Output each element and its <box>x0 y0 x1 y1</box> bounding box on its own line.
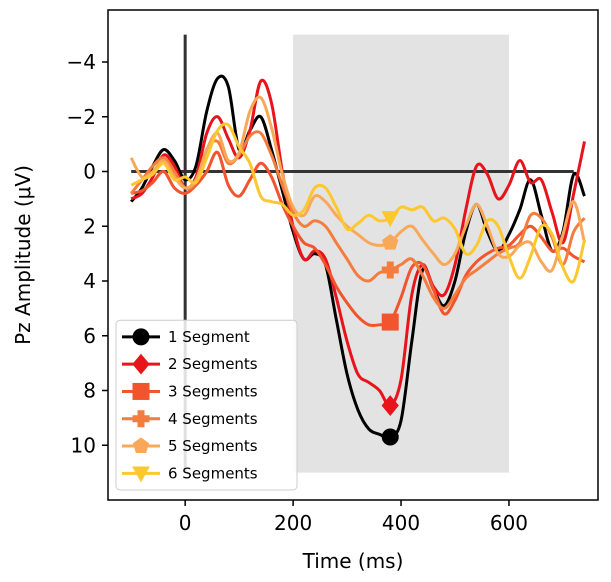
marker <box>381 395 399 416</box>
series-line <box>130 122 586 284</box>
legend-marker <box>132 353 150 375</box>
y-tick-label: 2 <box>83 214 96 238</box>
legend-marker <box>132 410 150 428</box>
legend-label: 3 Segments <box>168 382 258 400</box>
x-axis-label: Time (ms) <box>302 549 404 573</box>
y-tick-label: 8 <box>83 379 96 403</box>
marker <box>381 211 400 228</box>
y-tick-label: 0 <box>83 160 96 184</box>
y-axis-label: Pz Amplitude (μV) <box>11 165 35 345</box>
y-tick-label: 6 <box>83 324 96 348</box>
series-line <box>130 74 586 440</box>
shaded-window <box>293 34 509 473</box>
marker <box>381 261 399 279</box>
x-tick-label: 200 <box>274 511 312 535</box>
y-tick-label: 10 <box>71 433 96 457</box>
legend-marker <box>132 437 150 454</box>
legend-label: 5 Segments <box>168 437 258 455</box>
x-tick-label: 400 <box>382 511 420 535</box>
series-line <box>130 78 586 408</box>
legend-label: 4 Segments <box>168 410 258 428</box>
marker <box>381 428 399 446</box>
plot-frame <box>107 9 599 501</box>
series-line <box>130 150 586 328</box>
legend-label: 2 Segments <box>168 355 258 373</box>
y-tick-label: −2 <box>67 105 96 129</box>
legend-marker <box>132 382 150 400</box>
legend-marker <box>132 328 150 346</box>
y-tick-label: −4 <box>67 50 96 74</box>
legend-label: 1 Segment <box>168 328 250 346</box>
legend-box <box>115 319 298 491</box>
marker <box>381 313 399 331</box>
legend-label: 6 Segments <box>168 464 258 482</box>
legend-marker <box>132 466 150 483</box>
y-tick-label: 4 <box>83 269 96 293</box>
x-tick-label: 600 <box>490 511 528 535</box>
marker <box>382 234 399 250</box>
x-tick-label: 0 <box>179 511 192 535</box>
